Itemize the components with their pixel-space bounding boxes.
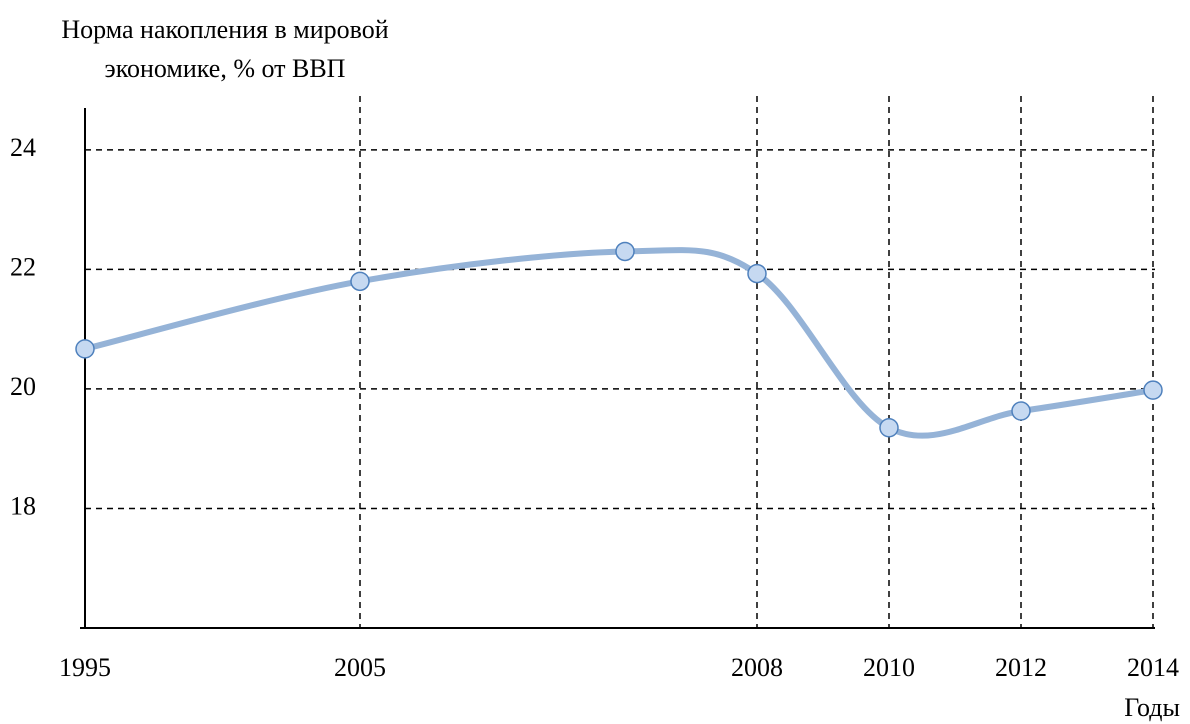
x-tick-label: 2005 — [334, 653, 386, 682]
y-tick-label: 24 — [10, 133, 36, 162]
y-tick-label: 18 — [10, 491, 36, 520]
x-tick-label: 2012 — [995, 653, 1047, 682]
x-axis-label: Годы — [1124, 693, 1180, 722]
line — [82, 247, 1156, 439]
marker — [879, 418, 899, 438]
marker — [350, 271, 370, 292]
x-tick-label: 2014 — [1127, 653, 1179, 682]
x-tick-label: 2008 — [731, 653, 783, 682]
y-tick-label: 22 — [10, 252, 36, 281]
y-tick-label: 20 — [10, 372, 36, 401]
marker — [75, 339, 95, 359]
chart-title: экономике, % от ВВП — [105, 54, 346, 83]
x-tick-label: 2010 — [863, 653, 915, 682]
chart-title: Норма накопления в мировой — [61, 15, 388, 44]
marker — [747, 263, 767, 284]
marker — [1011, 401, 1031, 421]
marker — [1143, 380, 1163, 400]
x-tick-label: 1995 — [59, 653, 111, 682]
marker — [615, 241, 635, 262]
